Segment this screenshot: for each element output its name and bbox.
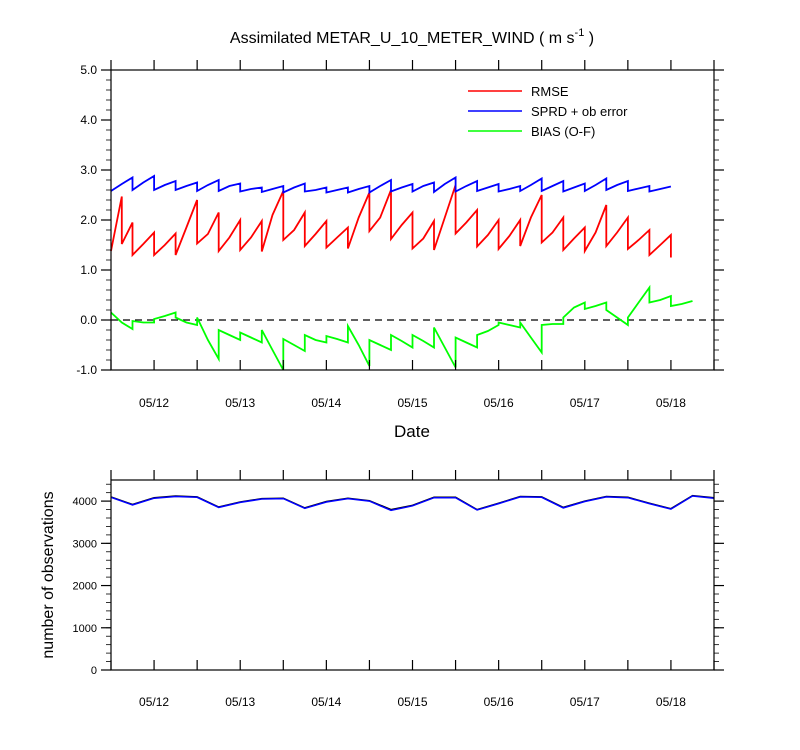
x-tick-label: 05/13 <box>225 695 255 709</box>
series-line-3 <box>110 284 693 371</box>
y-tick-label: 4.0 <box>80 113 97 127</box>
x-tick-label: 05/16 <box>484 396 514 410</box>
series-line-2 <box>110 174 672 195</box>
y-tick-label: -1.0 <box>76 363 97 377</box>
y-tick-label: 3000 <box>73 538 97 550</box>
x-axis-label: Date <box>394 422 430 441</box>
x-tick-label: 05/18 <box>656 695 686 709</box>
y-tick-label: 4000 <box>73 496 97 508</box>
y-tick-label: 5.0 <box>80 63 97 77</box>
x-tick-label: 05/15 <box>397 695 427 709</box>
y-tick-label: 1000 <box>73 623 97 635</box>
bottom-plot-frame <box>110 479 715 671</box>
y-tick-label: 0 <box>91 665 97 677</box>
chart-title: Assimilated METAR_U_10_METER_WIND ( m s-… <box>230 27 594 47</box>
series-line-1 <box>110 184 672 258</box>
y-tick-label: 2.0 <box>80 213 97 227</box>
y-tick-label: 3.0 <box>80 163 97 177</box>
legend-label-1: RMSE <box>531 84 569 99</box>
y-tick-label: 0.0 <box>80 313 97 327</box>
y-axis-label: number of observations <box>40 491 57 658</box>
legend-label-2: SPRD + ob error <box>531 104 628 119</box>
observation-count-chart: 4000 3000 2000 1000 0 05/12 05/13 05/14 05/15 05/… <box>40 470 724 709</box>
y-tick-label: 1.0 <box>80 263 97 277</box>
x-tick-label: 05/17 <box>570 695 600 709</box>
x-tick-label: 05/12 <box>139 396 169 410</box>
x-tick-label: 05/12 <box>139 695 169 709</box>
x-tick-label: 05/18 <box>656 396 686 410</box>
obs-line-2 <box>110 495 715 512</box>
legend-label-3: BIAS (O-F) <box>531 124 595 139</box>
rmse-spread-bias-chart: Assimilated METAR_U_10_METER_WIND ( m s-… <box>76 27 724 441</box>
x-tick-label: 05/14 <box>311 396 341 410</box>
x-tick-label: 05/17 <box>570 396 600 410</box>
x-tick-label: 05/13 <box>225 396 255 410</box>
x-tick-label: 05/15 <box>397 396 427 410</box>
x-tick-label: 05/16 <box>484 695 514 709</box>
legend: RMSE SPRD + ob error BIAS (O-F) <box>468 84 628 139</box>
y-tick-label: 2000 <box>73 581 97 593</box>
x-tick-label: 05/14 <box>311 695 341 709</box>
